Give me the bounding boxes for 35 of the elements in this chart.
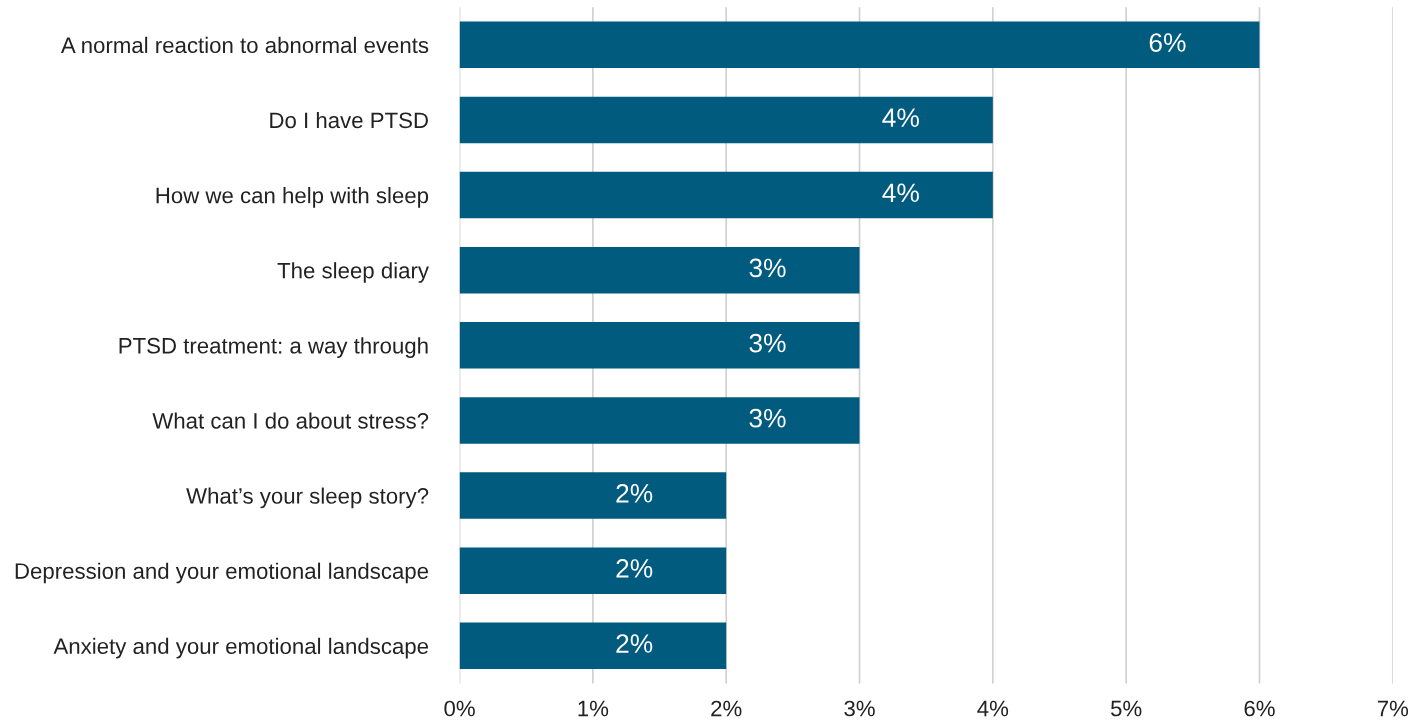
x-tick-label: 7% [1377,700,1409,717]
y-tick-label: What can I do about stress? [152,412,429,429]
x-tick-label: 0% [444,700,475,717]
y-tick-label: PTSD treatment: a way through [119,337,428,358]
y-tick-label: What’s your sleep story? [186,487,429,509]
x-tick-label: 6% [1244,700,1275,717]
data-label: 4% [882,108,919,127]
x-tick-label: 5% [1110,700,1142,717]
bar [459,397,860,444]
y-tick-label: Do I have PTSD [270,111,428,129]
y-tick-label: A normal reaction to abnormal events [60,36,429,54]
bar [459,322,860,369]
data-label: 4% [882,183,919,203]
bar [459,622,727,670]
data-label: 2% [616,634,653,653]
data-label: 6% [1149,33,1186,52]
y-tick-label: The sleep diary [277,262,429,283]
x-tick-label: 2% [711,700,742,717]
y-tick-label: How we can help with sleep [156,187,429,208]
data-label: 2% [616,559,653,578]
y-tick-label: Depression and your emotional landscape [15,562,429,584]
data-label: 3% [749,408,786,428]
x-tick-label: 4% [977,700,1009,717]
bar [459,472,727,519]
bar [459,246,860,294]
y-tick-label: Anxiety and your emotional landscape [53,637,429,659]
x-tick-label: 3% [844,700,875,717]
data-label: 3% [749,258,786,278]
bar [459,547,727,594]
data-label: 2% [616,483,653,503]
bar [459,96,993,144]
bar [459,171,993,219]
x-tick-label: 1% [578,700,609,717]
data-label: 3% [749,333,786,353]
bar [459,21,1260,69]
